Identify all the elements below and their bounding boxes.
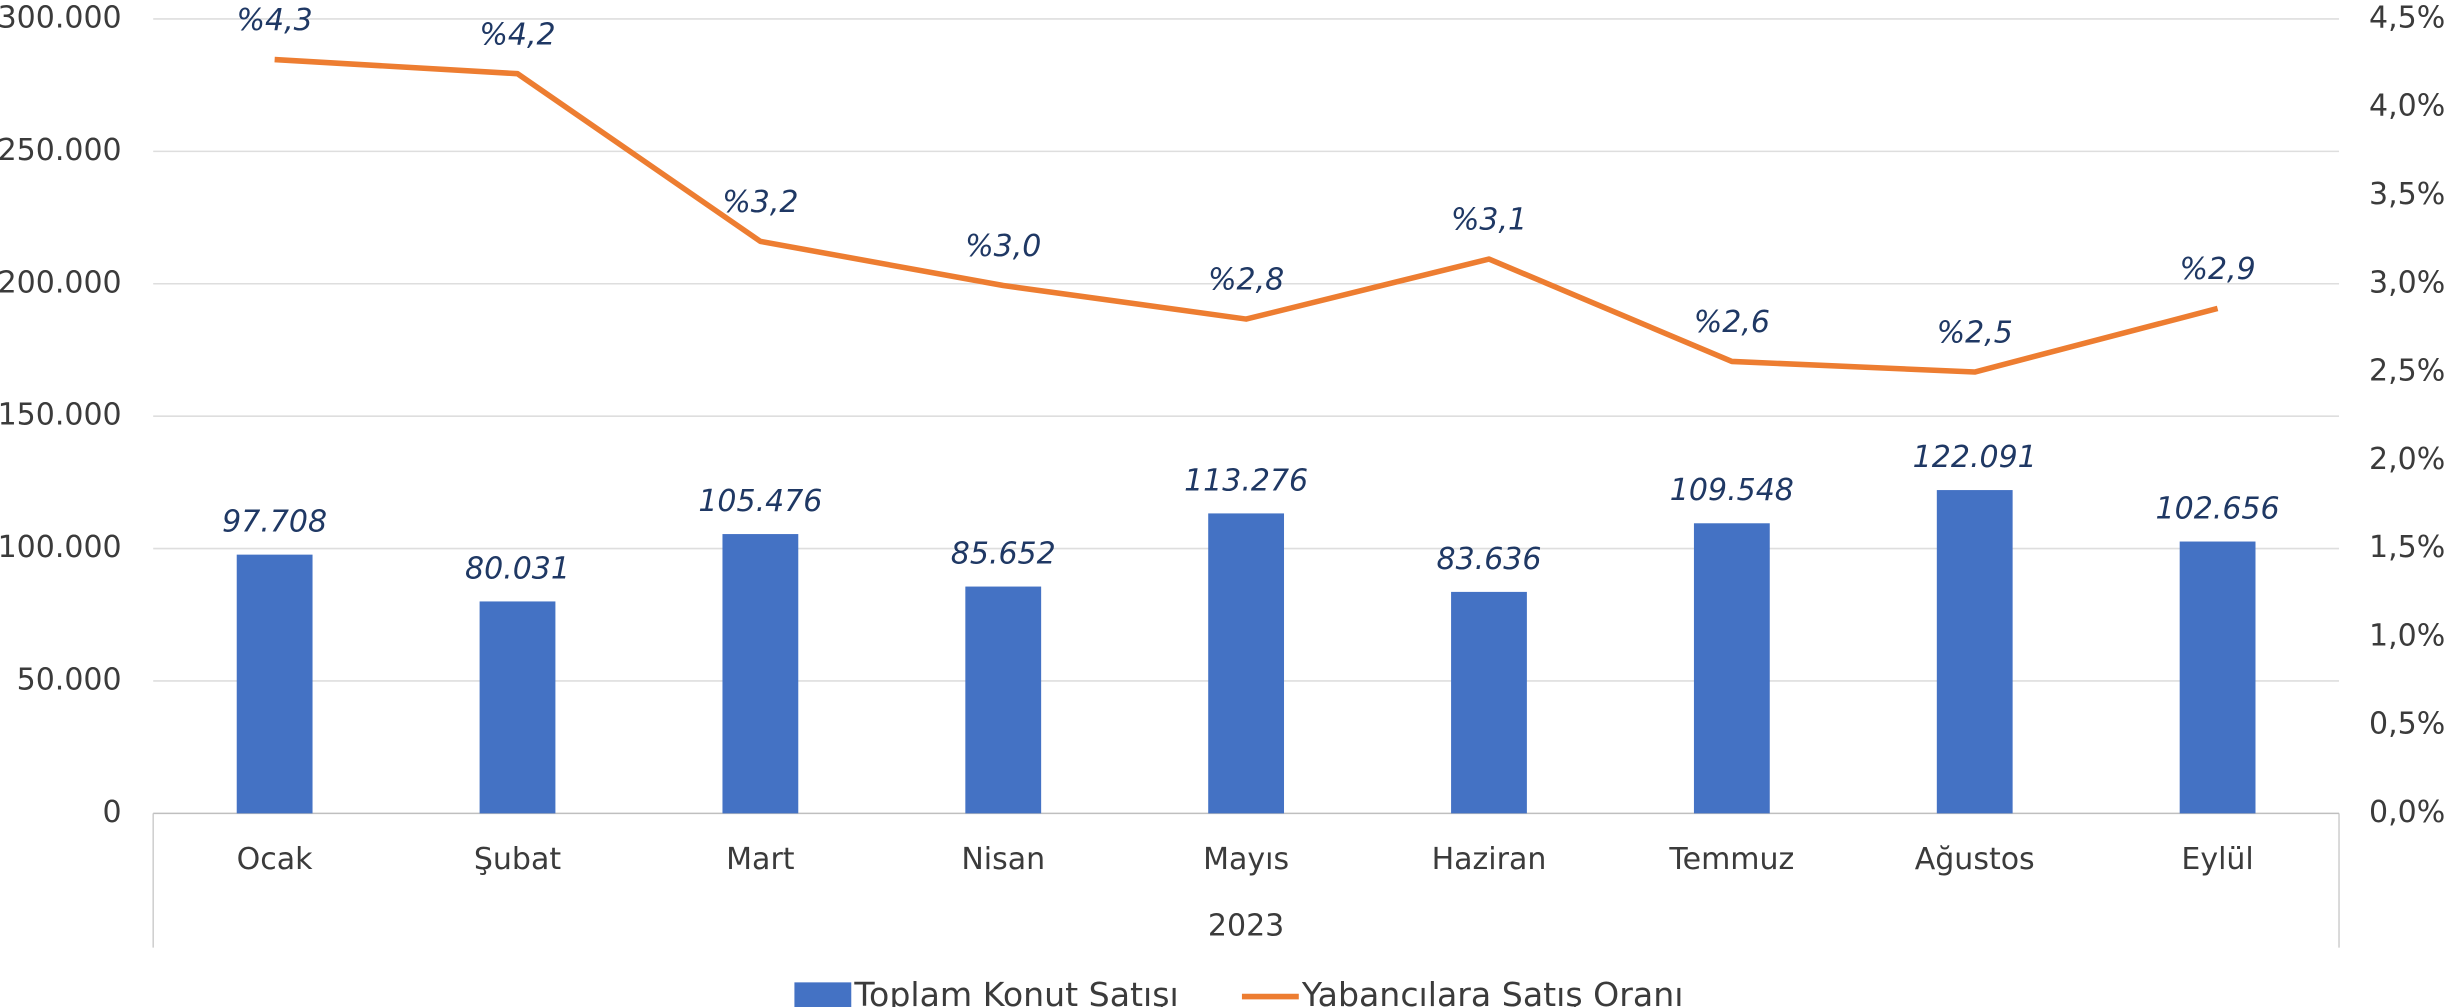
x-tick-label: Ocak — [237, 842, 313, 877]
legend-label: Toplam Konut Satışı — [853, 975, 1178, 1007]
bar — [479, 601, 556, 814]
y2-tick-label: 4,5% — [2369, 0, 2445, 35]
x-tick-label: Şubat — [474, 842, 561, 877]
bar — [1936, 490, 2013, 814]
y2-tick-label: 1,5% — [2369, 530, 2445, 565]
legend-label: Yabancılara Satış Oranı — [1301, 975, 1684, 1007]
data-label: %3,1 — [1451, 203, 1527, 238]
y-tick-label: 0 — [103, 795, 122, 830]
y2-tick-label: 3,5% — [2369, 177, 2445, 212]
data-label: %2,5 — [1937, 316, 2013, 351]
data-label: 122.091 — [1913, 440, 2037, 475]
data-label: 97.708 — [222, 505, 327, 540]
data-label: %2,6 — [1694, 305, 1770, 340]
y-tick-label: 300.000 — [0, 0, 122, 35]
y-tick-label: 50.000 — [17, 662, 122, 697]
data-label: %4,2 — [479, 17, 555, 52]
x-tick-label: Haziran — [1432, 842, 1547, 877]
bar — [2179, 541, 2256, 814]
data-label: 83.636 — [1436, 542, 1541, 577]
y2-tick-label: 0,0% — [2369, 795, 2445, 830]
y2-tick-label: 4,0% — [2369, 89, 2445, 124]
data-label: 102.656 — [2156, 491, 2280, 526]
data-label: %3,2 — [722, 185, 798, 220]
bar — [1451, 591, 1527, 814]
bar — [722, 534, 799, 814]
y2-tick-label: 2,5% — [2369, 354, 2445, 389]
data-label: 85.652 — [951, 536, 1056, 571]
x-tick-label: Mart — [726, 842, 795, 877]
bar — [1208, 513, 1285, 814]
x-group-label: 2023 — [1208, 909, 1284, 944]
x-tick-label: Eylül — [2181, 842, 2253, 877]
y2-tick-label: 1,0% — [2369, 618, 2445, 653]
data-label: %4,3 — [237, 3, 313, 38]
y2-tick-label: 0,5% — [2369, 707, 2445, 742]
data-label: 113.276 — [1184, 463, 1308, 498]
data-label: %2,8 — [1208, 263, 1284, 298]
data-label: 80.031 — [465, 551, 570, 586]
legend-swatch — [794, 982, 852, 1007]
x-tick-label: Mayıs — [1203, 842, 1289, 877]
line — [274, 56, 2219, 375]
x-tick-label: Temmuz — [1668, 842, 1794, 877]
x-tick-label: Nisan — [961, 842, 1045, 877]
bar — [1693, 523, 1770, 814]
data-label: %3,0 — [965, 229, 1041, 264]
y-tick-label: 150.000 — [0, 398, 122, 433]
y2-tick-label: 3,0% — [2369, 265, 2445, 300]
data-label: 109.548 — [1670, 473, 1794, 508]
y-tick-label: 250.000 — [0, 133, 122, 168]
y-tick-label: 100.000 — [0, 530, 122, 565]
bar — [236, 554, 313, 814]
bar — [965, 586, 1042, 814]
x-tick-label: Ağustos — [1915, 842, 2035, 877]
data-label: 105.476 — [698, 484, 822, 519]
data-label: %2,9 — [2179, 252, 2255, 287]
y2-tick-label: 2,0% — [2369, 442, 2445, 477]
y-tick-label: 200.000 — [0, 265, 122, 300]
